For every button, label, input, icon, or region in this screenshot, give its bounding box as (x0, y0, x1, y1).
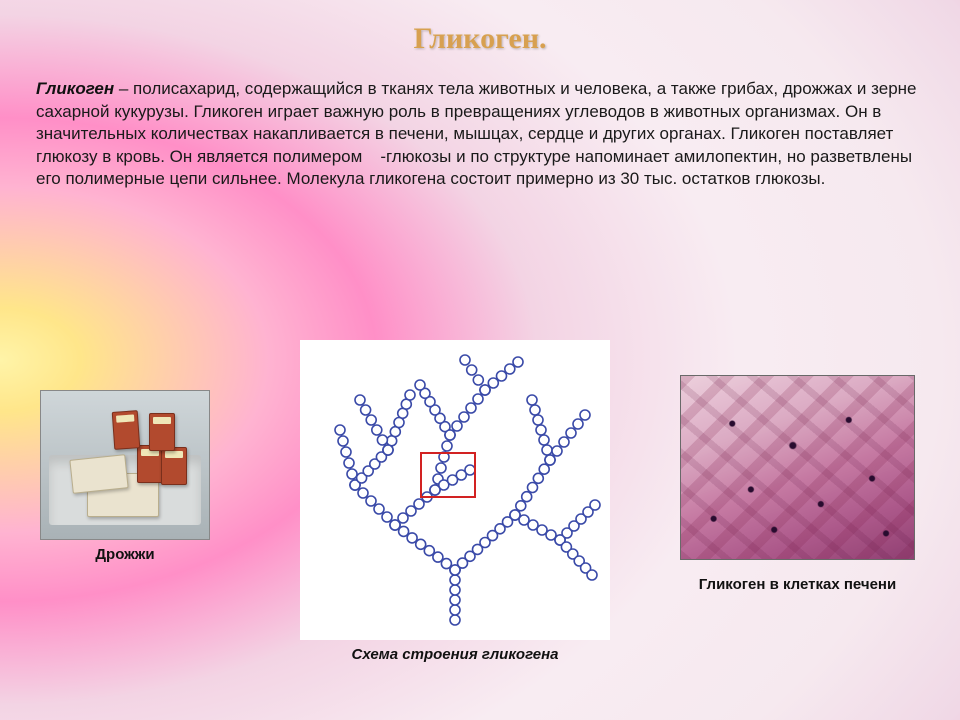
caption-diagram: Схема строения гликогена (300, 646, 610, 663)
caption-liver: Гликоген в клетках печени (680, 576, 915, 593)
body-paragraph: Гликоген – полисахарид, содержащийся в т… (0, 56, 960, 191)
page-title: Гликоген. (0, 0, 960, 56)
highlight-rect (420, 452, 476, 498)
figures-area: Дрожжи Схема строения гликогена Гликоген… (0, 330, 960, 720)
liver-image (680, 375, 915, 560)
term-glycogen: Гликоген (36, 79, 114, 98)
glycogen-diagram (300, 340, 610, 640)
figure-diagram: Схема строения гликогена (300, 340, 610, 663)
yeast-image (40, 390, 210, 540)
caption-yeast: Дрожжи (40, 546, 210, 563)
figure-yeast: Дрожжи (40, 390, 210, 563)
figure-liver: Гликоген в клетках печени (680, 375, 915, 593)
paragraph-text: Гликоген – полисахарид, содержащийся в т… (36, 78, 928, 191)
